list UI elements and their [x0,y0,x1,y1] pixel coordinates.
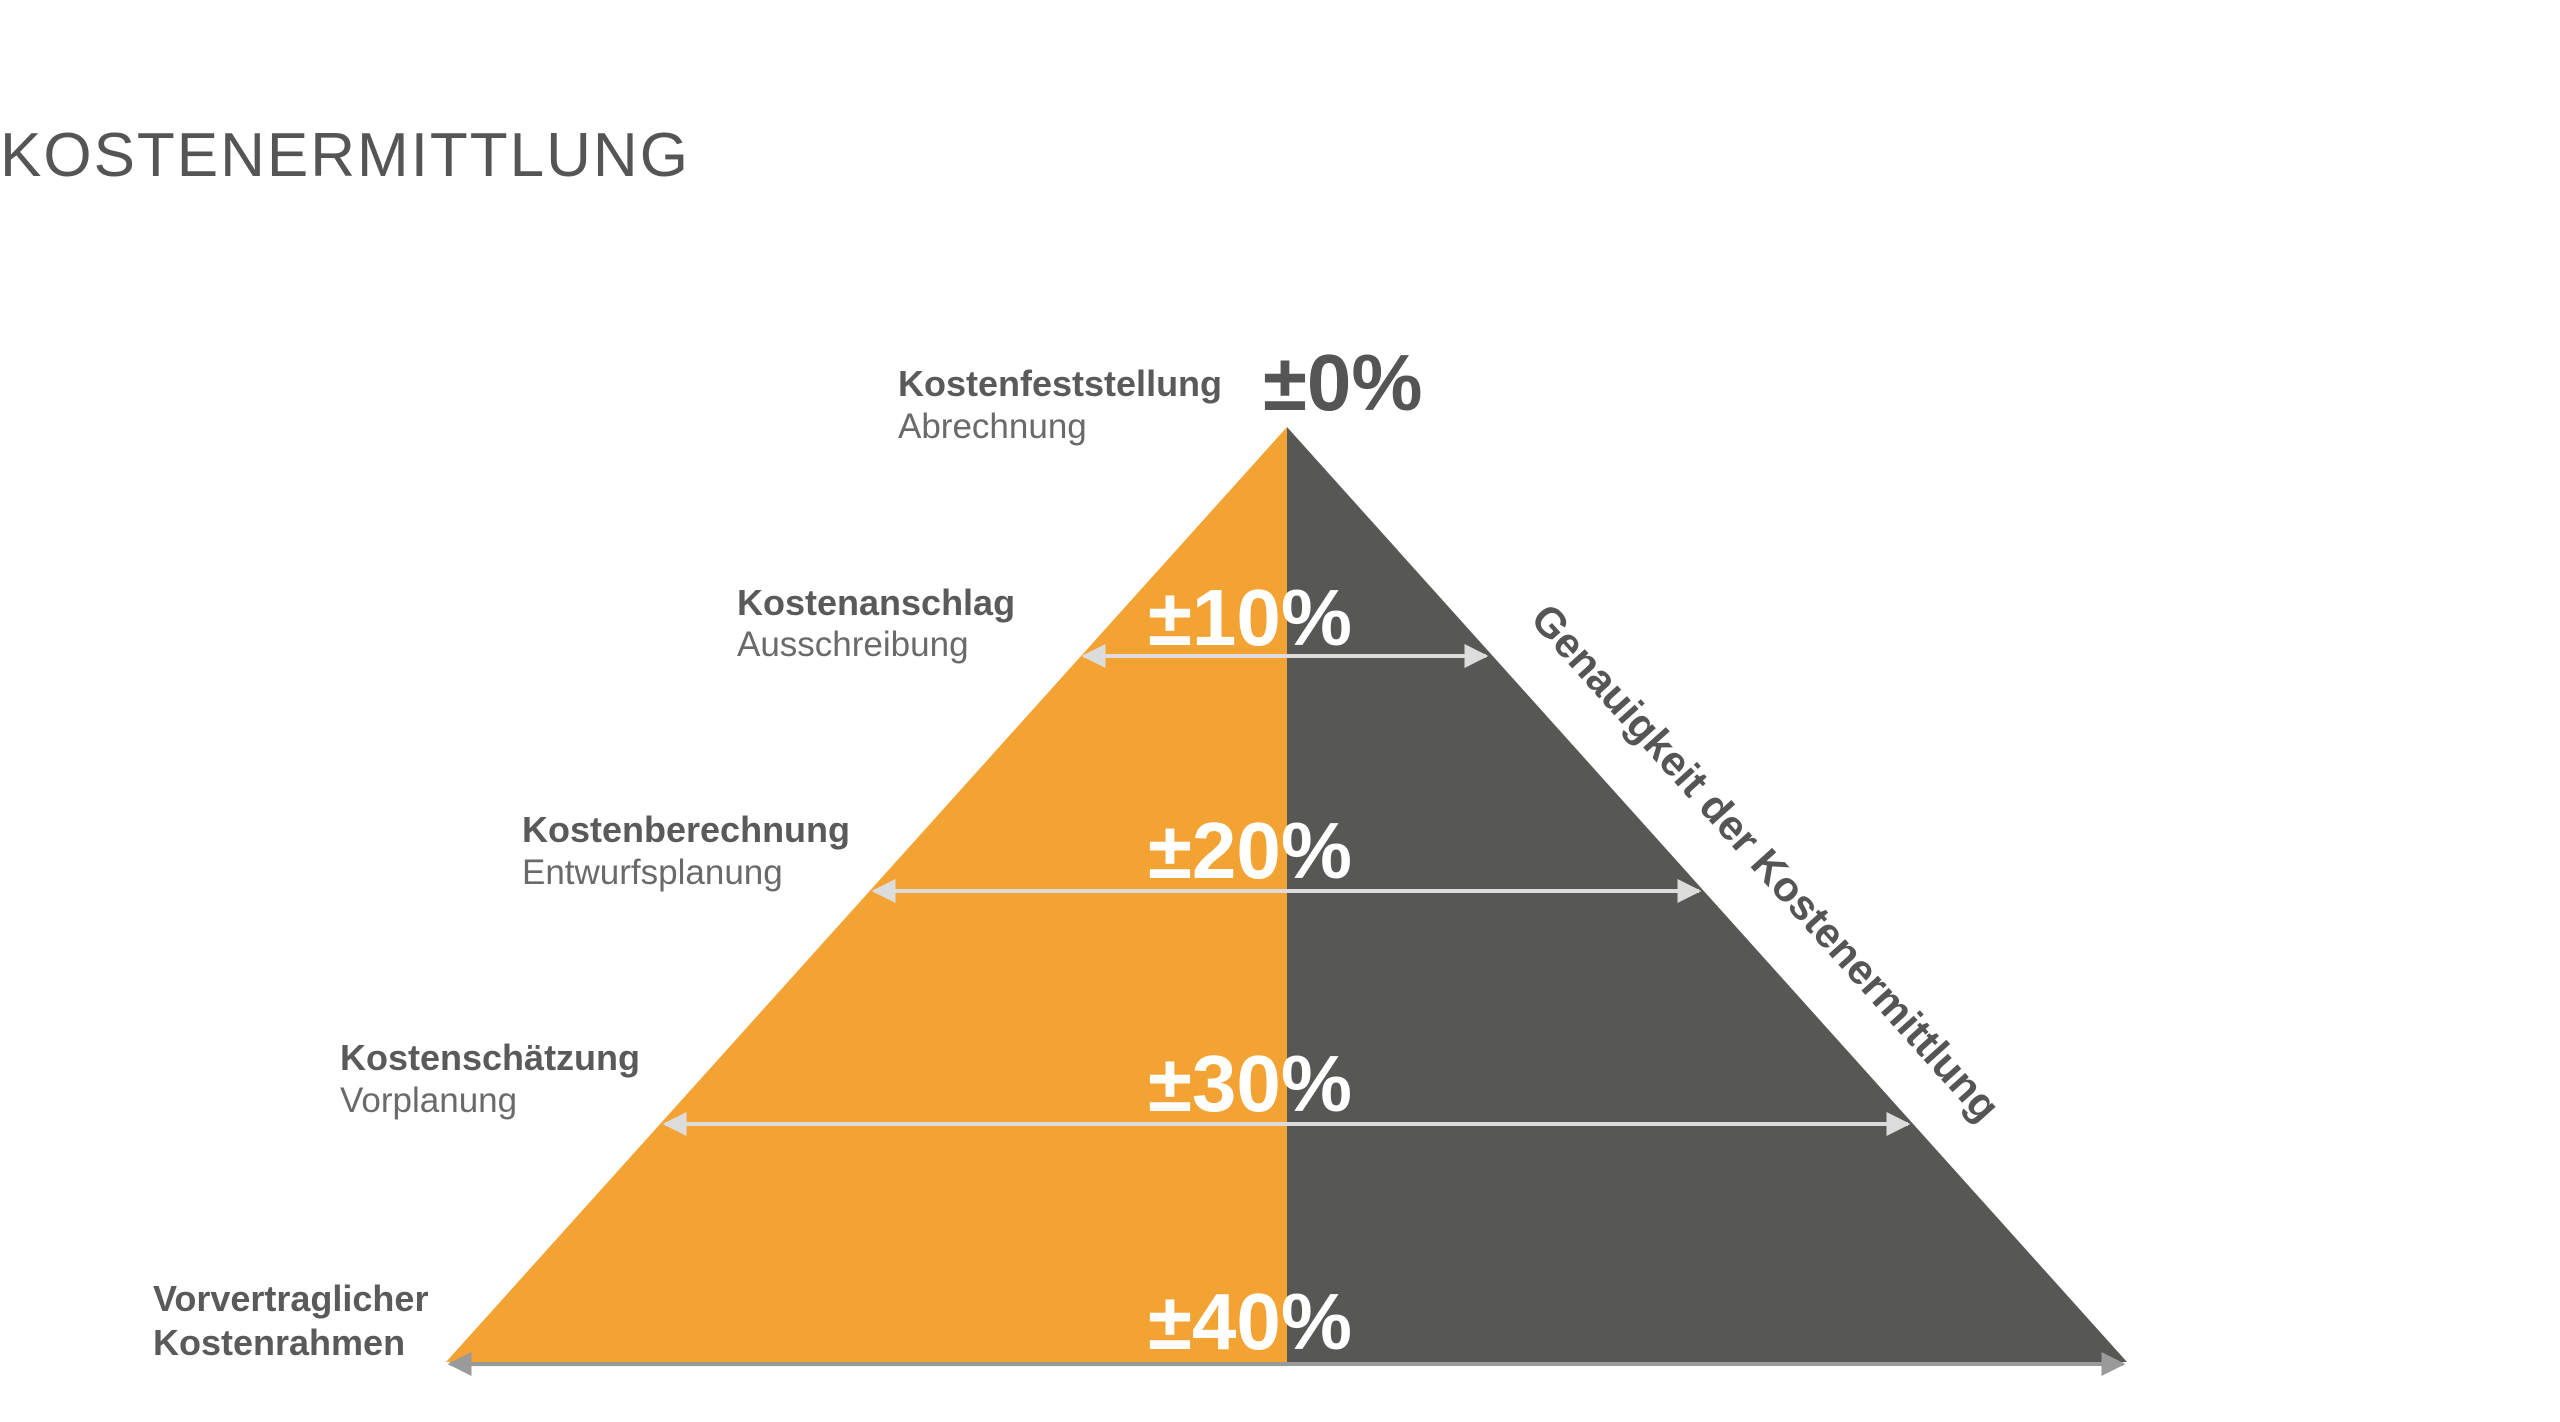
level-phase: Vorplanung [340,1081,517,1120]
level-phase: Ausschreibung [737,625,969,664]
level-name: Vorvertraglicher [153,1278,428,1319]
level-phase: Abrechnung [898,407,1087,446]
accuracy: ±0% [1263,338,1423,427]
pyramid-right [1287,427,2127,1362]
title: KOSTENERMITTLUNG [0,121,690,190]
level-name: Kostenanschlag [737,582,1015,623]
accuracy: ±30% [1148,1039,1352,1128]
level-name: Kostenberechnung [522,809,850,850]
level-phase: Entwurfsplanung [522,853,783,892]
accuracy: ±40% [1148,1277,1352,1366]
accuracy: ±10% [1148,573,1352,662]
level-name: Kostenschätzung [340,1037,640,1078]
arrows [447,644,2126,1376]
level-name: Kostenfeststellung [898,363,1222,404]
accuracy: ±20% [1148,806,1352,895]
level-name: Kostenrahmen [153,1322,405,1363]
